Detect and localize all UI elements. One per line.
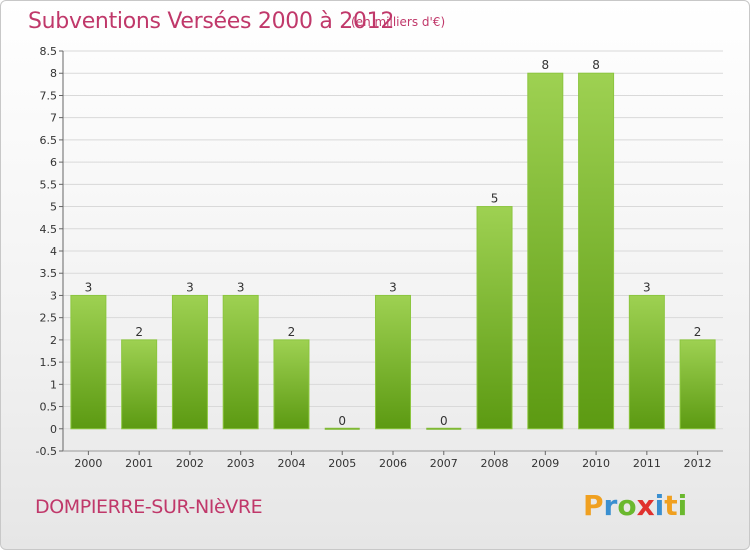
y-tick-label: 2.5 (40, 312, 58, 325)
y-tick-label: 7 (50, 112, 57, 125)
bar-2006 (375, 294, 411, 430)
bars (70, 72, 716, 430)
logo-letter: P (583, 489, 604, 522)
logo-letter: r (603, 489, 618, 522)
x-tick-label-2008: 2008 (481, 457, 509, 470)
x-tick-label-2004: 2004 (277, 457, 305, 470)
bar-2008 (476, 206, 513, 430)
y-tick-label: 0.5 (40, 401, 58, 414)
data-label-2001: 2 (135, 325, 143, 339)
data-label-2012: 2 (694, 325, 702, 339)
y-tick-label: 8.5 (40, 45, 58, 58)
y-tick-label: 4.5 (40, 223, 58, 236)
y-tick-label: 0 (50, 423, 57, 436)
data-label-2011: 3 (643, 280, 651, 294)
x-tick-label-2001: 2001 (125, 457, 153, 470)
y-tick-label: 5 (50, 201, 57, 214)
logo-letter: o (617, 489, 637, 522)
y-tick-label: 3.5 (40, 267, 58, 280)
logo-letter: x (636, 489, 655, 522)
x-tick-label-2002: 2002 (176, 457, 204, 470)
bar-2005 (324, 427, 360, 430)
y-tick-label: 5.5 (40, 178, 58, 191)
y-tick-label: 3 (50, 289, 57, 302)
city-name: DOMPIERRE-SUR-NIèVRE (35, 496, 263, 518)
x-tick-label-2000: 2000 (74, 457, 102, 470)
x-tick-label-2009: 2009 (531, 457, 559, 470)
bar-2004 (273, 339, 310, 430)
y-tick-label: 4 (50, 245, 57, 258)
y-tick-label: 8 (50, 67, 57, 80)
proxiti-logo[interactable]: Proxiti (583, 489, 687, 522)
bar-2002 (171, 294, 208, 430)
y-tick-label: 6 (50, 156, 57, 169)
x-tick-label-2012: 2012 (684, 457, 712, 470)
data-label-2002: 3 (186, 280, 194, 294)
bar-2011 (628, 294, 665, 430)
x-tick-label-2006: 2006 (379, 457, 407, 470)
x-tick-label-2011: 2011 (633, 457, 661, 470)
x-tick-label-2010: 2010 (582, 457, 610, 470)
logo-letter: i (654, 489, 665, 522)
bar-2009 (527, 72, 564, 430)
x-tick-label-2003: 2003 (227, 457, 255, 470)
data-label-2003: 3 (237, 280, 245, 294)
y-tick-label: 7.5 (40, 89, 58, 102)
data-label-2000: 3 (85, 280, 93, 294)
chart-title: Subventions Versées 2000 à 2012 (28, 9, 395, 34)
data-label-2010: 8 (592, 58, 600, 72)
data-label-2007: 0 (440, 414, 448, 428)
labels: -0.5 0 0.5 1 1.5 2 2.5 3 3.5 4 4.5 5 5.5 6 6.5 7 7.5 8 8.5… (36, 45, 712, 470)
y-tick-label: 2 (50, 334, 57, 347)
y-tick-label: 1 (50, 378, 57, 391)
axes (59, 50, 723, 455)
data-label-2006: 3 (389, 280, 397, 294)
data-label-2005: 0 (338, 414, 346, 428)
chart-subtitle: (en milliers d'€) (351, 15, 446, 29)
bar-2010 (578, 72, 615, 430)
bar-2012 (679, 339, 716, 430)
data-label-2008: 5 (491, 192, 499, 206)
y-tick-label: -0.5 (36, 445, 57, 458)
logo-letter: t (664, 489, 678, 522)
y-tick-label: 6.5 (40, 134, 58, 147)
x-tick-label-2005: 2005 (328, 457, 356, 470)
bar-2003 (222, 294, 259, 430)
data-label-2009: 8 (541, 58, 549, 72)
y-tick-label: 1.5 (40, 356, 58, 369)
x-tick-label-2007: 2007 (430, 457, 458, 470)
logo-letter: i (677, 489, 688, 522)
bar-2000 (70, 294, 107, 430)
bar-2001 (121, 339, 158, 430)
bar-2007 (426, 427, 462, 430)
data-label-2004: 2 (288, 325, 296, 339)
